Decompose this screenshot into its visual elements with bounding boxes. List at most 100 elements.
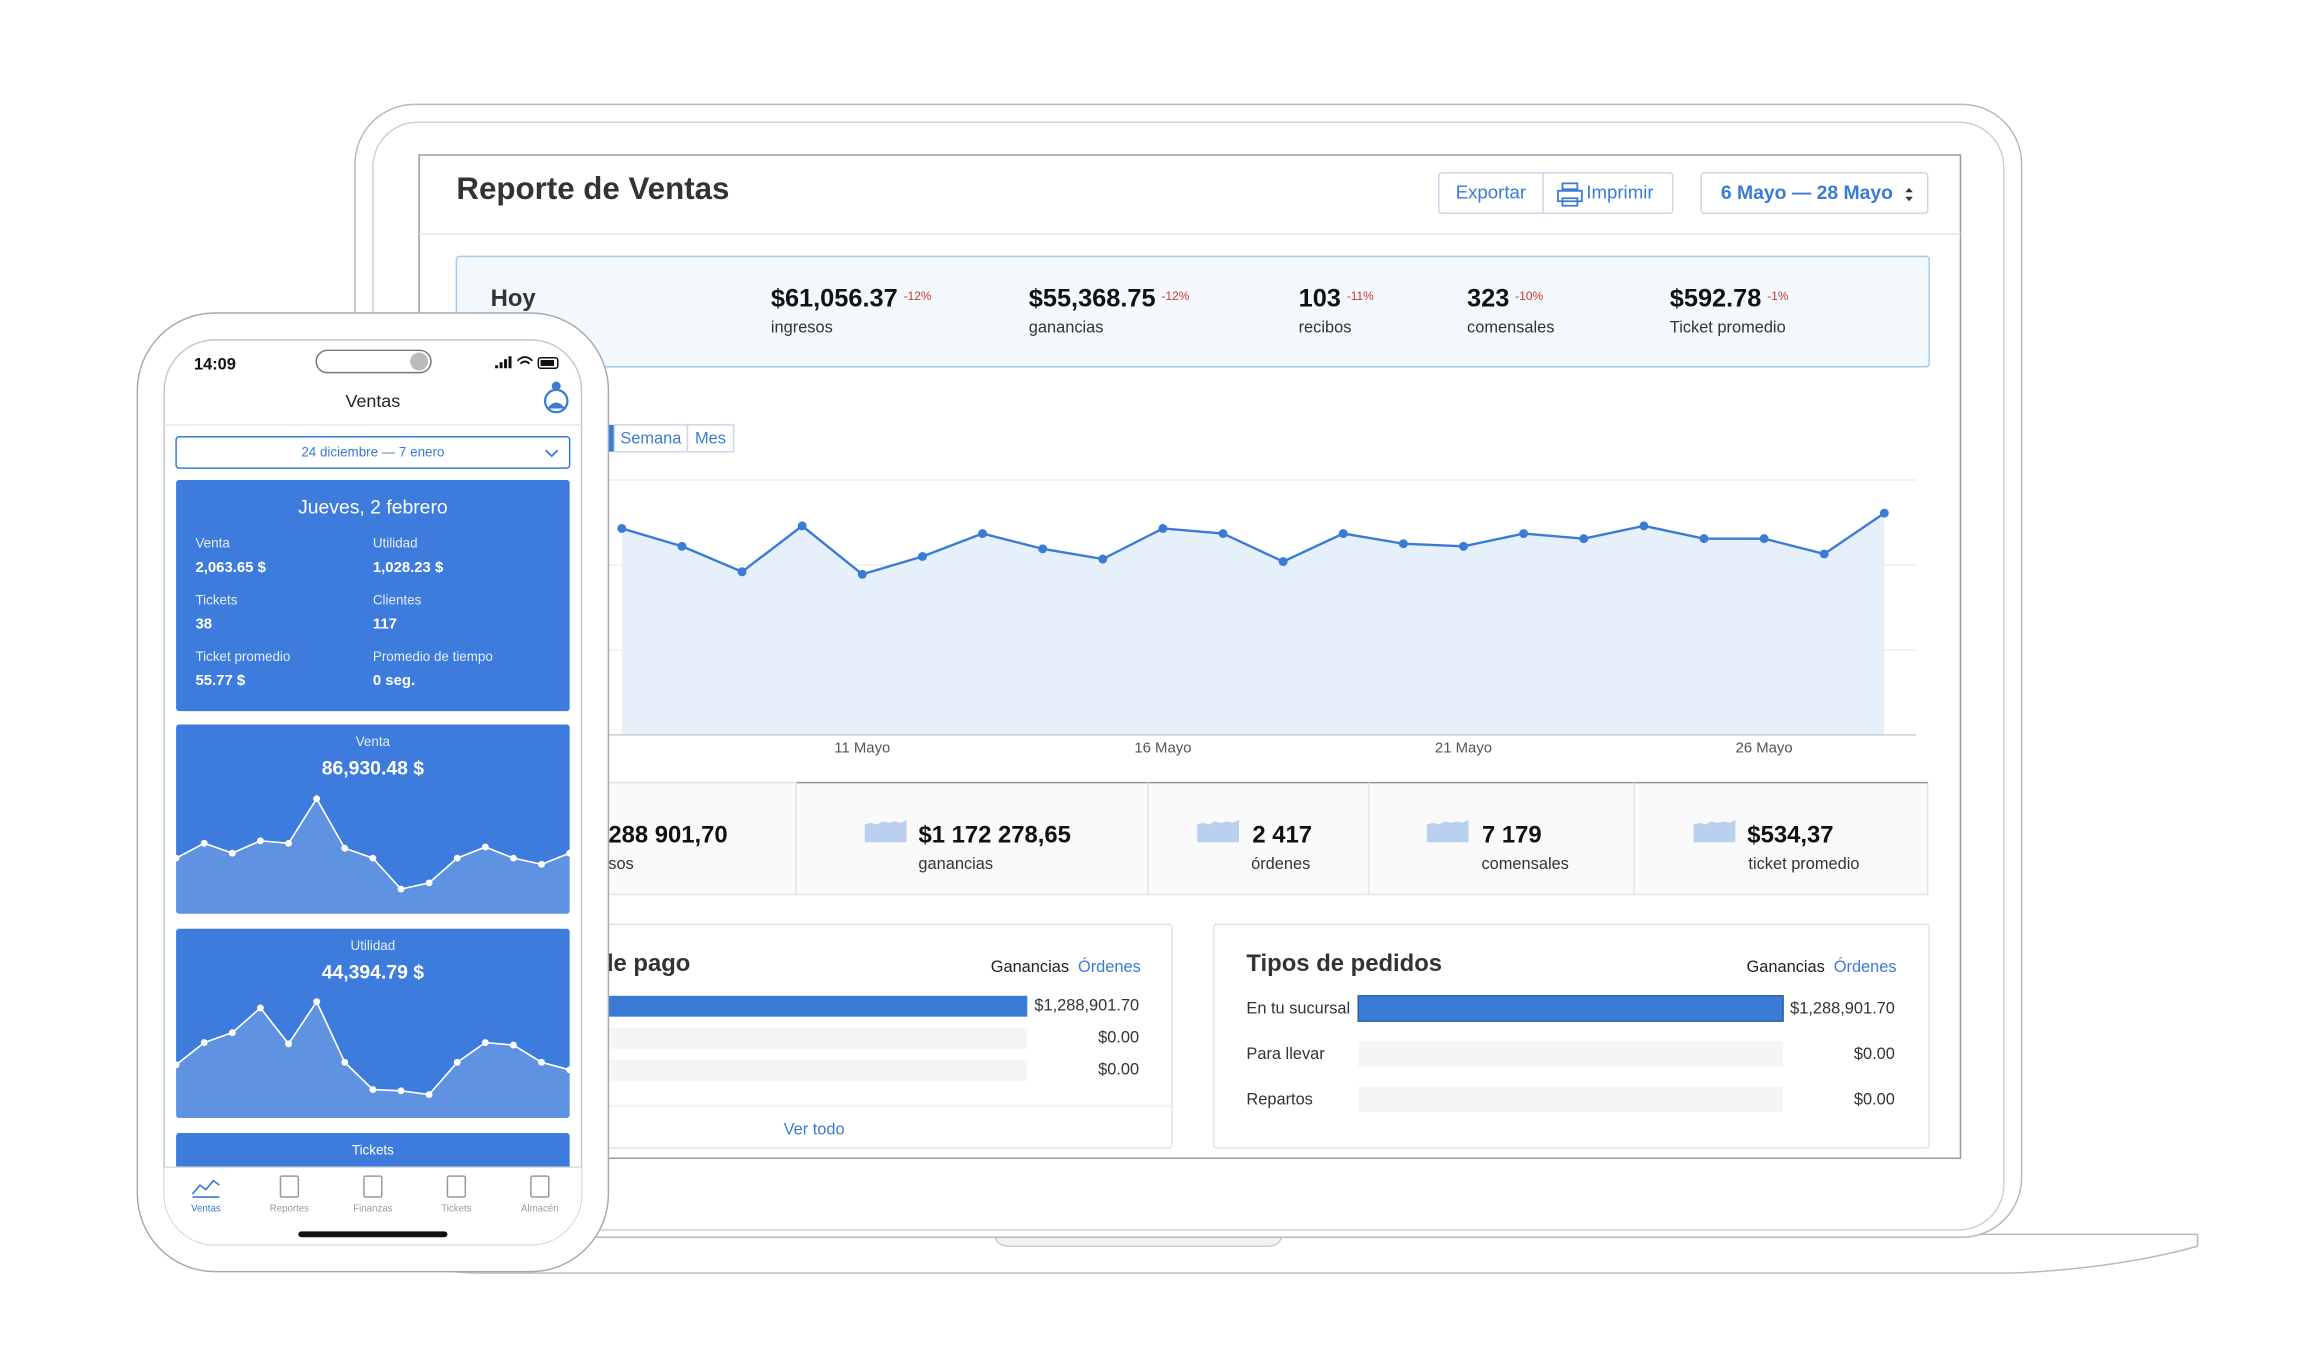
bar bbox=[1357, 995, 1784, 1022]
mini-total: 86,930.48 $ bbox=[322, 757, 425, 779]
panel-tab[interactable]: Órdenes bbox=[1078, 957, 1141, 976]
tab-label[interactable]: Almacén bbox=[521, 1204, 559, 1215]
date-picker[interactable] bbox=[175, 436, 571, 469]
metric-label: ganancias bbox=[1029, 318, 1104, 336]
sales-line bbox=[621, 512, 1886, 576]
next-card-title: Tickets bbox=[352, 1142, 394, 1157]
tab-label[interactable]: Tickets bbox=[441, 1204, 471, 1215]
period-tab[interactable]: Semana bbox=[620, 429, 682, 447]
sales-point bbox=[1879, 508, 1889, 518]
mini-point bbox=[369, 854, 377, 862]
bar-value: $1,288,901.70 bbox=[1790, 1000, 1895, 1018]
date-picker-label: 24 diciembre — 7 enero bbox=[301, 445, 444, 460]
panel-tab[interactable]: Ganancias bbox=[1747, 958, 1825, 976]
sales-point bbox=[1759, 534, 1769, 544]
metric-value: $55,368.75 bbox=[1029, 284, 1156, 312]
phone-content: Jueves, 2 febrero Venta 2,063.65 $ Utilidad… bbox=[172, 480, 574, 1193]
metric-label: recibos bbox=[1299, 318, 1352, 336]
bar-track bbox=[589, 1027, 1028, 1049]
bar-value: $0.00 bbox=[1098, 1061, 1139, 1079]
mini-point bbox=[257, 837, 264, 845]
metric-label: ingresos bbox=[771, 318, 833, 336]
mini-point bbox=[285, 1040, 292, 1048]
sales-point bbox=[1639, 521, 1649, 531]
tab-label[interactable]: Reportes bbox=[270, 1204, 309, 1215]
signal-icon bbox=[495, 356, 512, 369]
panel-tab[interactable]: Ganancias bbox=[991, 958, 1069, 976]
mini-point bbox=[453, 1058, 461, 1066]
sales-point bbox=[1098, 554, 1108, 564]
page-title: Reporte de Ventas bbox=[456, 171, 729, 206]
mini-point bbox=[566, 1066, 574, 1074]
sales-point bbox=[1579, 534, 1589, 544]
mini-point bbox=[341, 1058, 349, 1066]
total-label: comensales bbox=[1482, 855, 1569, 873]
today-label: Hoy bbox=[491, 285, 537, 312]
total-value: $1 172 278,65 bbox=[918, 822, 1070, 849]
bar-value: $0.00 bbox=[1854, 1045, 1895, 1063]
tab-box bbox=[613, 424, 735, 453]
period-tab[interactable]: Mes bbox=[695, 429, 726, 447]
print-icon bbox=[1557, 182, 1583, 207]
field-value: 38 bbox=[195, 617, 212, 633]
mini-point bbox=[397, 1087, 405, 1095]
print-button[interactable]: Imprimir bbox=[1586, 182, 1653, 203]
metric-change: -11% bbox=[1347, 289, 1374, 303]
mini-point bbox=[200, 839, 208, 847]
wifi-icon bbox=[516, 356, 534, 365]
tab-label[interactable]: Ventas bbox=[191, 1204, 221, 1215]
metric-label: comensales bbox=[1467, 318, 1554, 336]
profile-icon[interactable] bbox=[543, 388, 569, 414]
sales-point bbox=[797, 521, 807, 531]
sales-point bbox=[917, 552, 927, 561]
date-button bbox=[1700, 172, 1929, 214]
bar-value: $0.00 bbox=[1098, 1029, 1139, 1047]
bar-value: $0.00 bbox=[1854, 1090, 1895, 1108]
field-label: Ticket promedio bbox=[195, 649, 290, 664]
mini-card bbox=[176, 724, 570, 914]
tab-icon bbox=[446, 1175, 467, 1198]
panel-title: Tipos de pedidos bbox=[1246, 950, 1442, 977]
row-label: Para llevar bbox=[1246, 1045, 1325, 1063]
sort-icon bbox=[1905, 187, 1913, 202]
tab-icon bbox=[363, 1175, 383, 1198]
view-all-link[interactable]: Ver todo bbox=[784, 1120, 845, 1138]
sales-point bbox=[1158, 523, 1168, 533]
field-label: Utilidad bbox=[373, 536, 418, 551]
sales-point bbox=[677, 541, 687, 551]
spark-icon bbox=[1197, 819, 1239, 843]
mini-area bbox=[176, 1001, 570, 1119]
x-tick-label: 26 Mayo bbox=[1736, 740, 1793, 756]
sales-point bbox=[737, 567, 747, 577]
day-card-date: Jueves, 2 febrero bbox=[298, 496, 448, 518]
metric-value: 323 bbox=[1467, 284, 1509, 312]
date-range[interactable]: 6 Mayo — 28 Mayo bbox=[1721, 182, 1893, 204]
field-label: Promedio de tiempo bbox=[373, 649, 493, 664]
laptop-content: Reporte de Ventas Exportar Imprimir 6 Mayo … bbox=[456, 171, 1896, 1138]
mini-point bbox=[172, 1061, 180, 1069]
row-label: Repartos bbox=[1246, 1090, 1312, 1108]
field-label: Tickets bbox=[195, 592, 237, 607]
mini-title: Venta bbox=[356, 734, 391, 749]
tab-label[interactable]: Finanzas bbox=[353, 1204, 392, 1215]
button-group bbox=[1437, 172, 1674, 214]
mini-point bbox=[481, 1039, 489, 1046]
export-button[interactable]: Exportar bbox=[1456, 182, 1526, 203]
sales-point bbox=[857, 569, 867, 579]
tab-icon bbox=[530, 1175, 550, 1198]
spark-icon bbox=[864, 819, 907, 843]
sales-point bbox=[617, 523, 627, 533]
metric-value: $61,056.37 bbox=[771, 284, 898, 312]
spark-icon bbox=[1426, 819, 1469, 843]
sales-point bbox=[1459, 541, 1468, 551]
total-value: $534,37 bbox=[1747, 822, 1833, 849]
sales-point bbox=[1519, 529, 1529, 539]
laptop: 11 Mayo 16 Mayo 21 Mayo 26 Mayo Reporte de … bbox=[334, 103, 2199, 1274]
panel-tab[interactable]: Órdenes bbox=[1834, 957, 1897, 976]
day-card bbox=[176, 480, 570, 712]
laptop-notch bbox=[993, 1235, 1284, 1247]
sales-point bbox=[978, 529, 988, 539]
mini-point bbox=[172, 854, 180, 862]
mini-point bbox=[538, 860, 545, 868]
bar-value: $1,288,901.70 bbox=[1034, 997, 1139, 1015]
